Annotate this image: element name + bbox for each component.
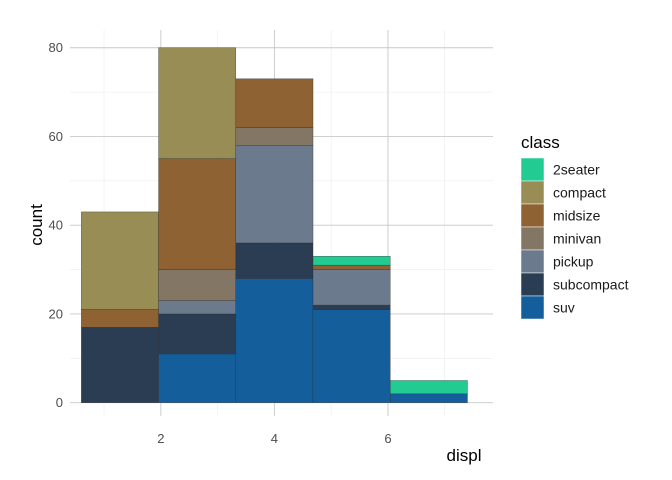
bar-segment-compact <box>158 47 237 159</box>
bar-segment-pickup <box>312 269 391 306</box>
bar-segment-pickup <box>235 145 314 244</box>
legend-label-2seater: 2seater <box>553 162 600 178</box>
bar-segment-subcompact <box>312 304 391 310</box>
y-tick-label: 0 <box>56 395 63 410</box>
legend-label-minivan: minivan <box>553 231 601 247</box>
stacked-bars <box>81 47 468 403</box>
bar-segment-minivan <box>158 269 237 301</box>
bar-segment-suv <box>312 309 391 403</box>
x-tick-label: 6 <box>384 431 391 446</box>
legend-swatch-midsize <box>520 203 545 228</box>
legend-label-compact: compact <box>553 185 606 201</box>
legend-swatch-pickup <box>520 249 545 274</box>
bar-segment-midsize <box>235 78 314 128</box>
legend-swatch-suv <box>520 295 545 320</box>
legend-label-suv: suv <box>553 300 575 316</box>
bar-segment-2seater <box>390 380 468 395</box>
x-axis-title: displ <box>447 446 482 465</box>
bar-segment-minivan <box>235 127 314 146</box>
bar-segment-midsize <box>312 264 391 270</box>
x-tick-label: 4 <box>271 431 278 446</box>
y-tick-label: 60 <box>49 129 63 144</box>
bar-segment-suv <box>390 393 468 403</box>
x-axis-ticks: 2 4 6 <box>157 431 391 446</box>
bar-segment-subcompact <box>158 313 237 355</box>
bar-segment-subcompact <box>235 242 314 279</box>
y-tick-label: 40 <box>49 218 63 233</box>
legend-label-pickup: pickup <box>553 254 594 270</box>
bar-segment-midsize <box>158 158 237 270</box>
y-axis-title: count <box>27 204 46 246</box>
bar-segment-subcompact <box>81 327 159 403</box>
bar-segment-suv <box>235 278 314 403</box>
legend-title: class <box>521 133 560 152</box>
legend: class 2seater compact midsize minivan pickup… <box>520 133 629 320</box>
legend-label-subcompact: subcompact <box>553 277 629 293</box>
bar-segment-compact <box>81 211 159 310</box>
bar-segment-midsize <box>81 309 159 328</box>
bar-segment-pickup <box>158 300 237 315</box>
legend-swatch-minivan <box>520 226 545 251</box>
x-tick-label: 2 <box>157 431 164 446</box>
bar-segment-suv <box>158 353 237 403</box>
legend-label-midsize: midsize <box>553 208 601 224</box>
bar-segment-2seater <box>312 256 391 266</box>
legend-swatch-2seater <box>520 157 545 182</box>
y-tick-label: 20 <box>49 306 63 321</box>
legend-swatch-subcompact <box>520 272 545 297</box>
y-tick-label: 80 <box>49 40 63 55</box>
y-axis-ticks: 0 20 40 60 80 <box>49 40 63 410</box>
legend-swatch-compact <box>520 180 545 205</box>
